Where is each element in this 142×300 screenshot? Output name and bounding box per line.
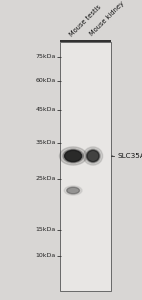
Ellipse shape — [83, 147, 103, 165]
Ellipse shape — [65, 150, 82, 162]
Text: Mouse kidney: Mouse kidney — [89, 1, 125, 38]
Ellipse shape — [87, 150, 99, 162]
Ellipse shape — [67, 187, 80, 194]
Text: 75kDa: 75kDa — [36, 55, 56, 59]
Text: 60kDa: 60kDa — [36, 79, 56, 83]
Ellipse shape — [86, 149, 100, 163]
Ellipse shape — [59, 147, 87, 165]
Text: SLC35A1: SLC35A1 — [117, 153, 142, 159]
Ellipse shape — [64, 186, 82, 195]
Text: 25kDa: 25kDa — [36, 176, 56, 181]
Ellipse shape — [63, 149, 83, 163]
Text: 45kDa: 45kDa — [36, 107, 56, 112]
Text: 15kDa: 15kDa — [36, 227, 56, 232]
Text: Mouse testis: Mouse testis — [69, 4, 103, 38]
Text: 35kDa: 35kDa — [36, 140, 56, 145]
Text: 10kDa: 10kDa — [36, 253, 56, 258]
Bar — [60, 42, 111, 291]
